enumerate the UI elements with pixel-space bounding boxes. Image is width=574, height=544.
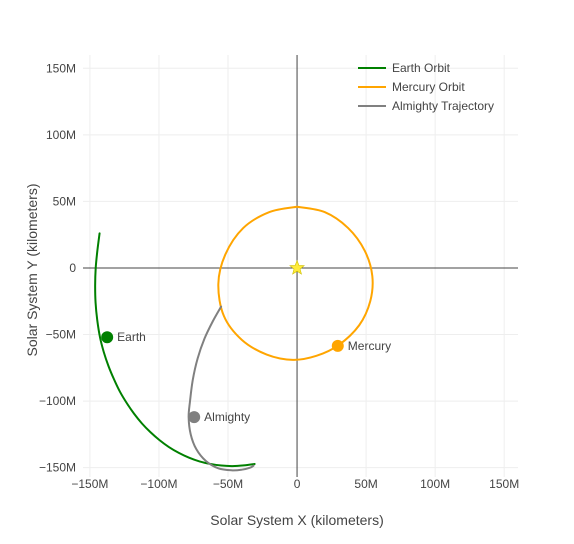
grid bbox=[83, 55, 518, 477]
position-markers: Earth Mercury Almighty bbox=[101, 259, 391, 424]
legend: Earth Orbit Mercury Orbit Almighty Traject… bbox=[358, 61, 494, 113]
series-lines bbox=[94, 205, 374, 472]
y-tick-label: 50M bbox=[53, 194, 76, 208]
y-tick-label: 0 bbox=[69, 261, 76, 275]
y-tick-label: 100M bbox=[46, 128, 76, 142]
y-tick-label: −100M bbox=[39, 394, 76, 408]
x-tick-label: 150M bbox=[489, 477, 519, 491]
earth-marker bbox=[101, 331, 114, 344]
earth-orbit-legend-label: Earth Orbit bbox=[392, 61, 451, 75]
x-axis-title: Solar System X (kilometers) bbox=[210, 512, 383, 528]
earth-label: Earth bbox=[117, 330, 146, 344]
y-tick-label: −50M bbox=[46, 328, 76, 342]
x-tick-label: 0 bbox=[294, 477, 301, 491]
sun-icon bbox=[289, 259, 305, 275]
x-tick-label: 50M bbox=[354, 477, 377, 491]
y-axis-title: Solar System Y (kilometers) bbox=[24, 184, 40, 357]
almighty-trajectory-legend-label: Almighty Trajectory bbox=[392, 99, 494, 113]
mercury-marker bbox=[331, 339, 344, 352]
x-tick-label: −50M bbox=[213, 477, 243, 491]
mercury-orbit-line bbox=[217, 205, 374, 361]
x-tick-label: −150M bbox=[71, 477, 108, 491]
y-tick-label: −150M bbox=[39, 461, 76, 475]
almighty-marker bbox=[188, 411, 201, 424]
almighty-label: Almighty bbox=[204, 410, 250, 424]
x-tick-label: 100M bbox=[420, 477, 450, 491]
y-tick-label: 150M bbox=[46, 61, 76, 75]
almighty-trajectory-line bbox=[187, 305, 255, 472]
x-tick-label: −100M bbox=[140, 477, 177, 491]
tick-labels: −150M −100M −50M 0 50M 100M 150M −150M −100M −50M… bbox=[39, 61, 519, 491]
mercury-orbit-legend-label: Mercury Orbit bbox=[392, 80, 465, 94]
mercury-label: Mercury bbox=[348, 339, 391, 353]
